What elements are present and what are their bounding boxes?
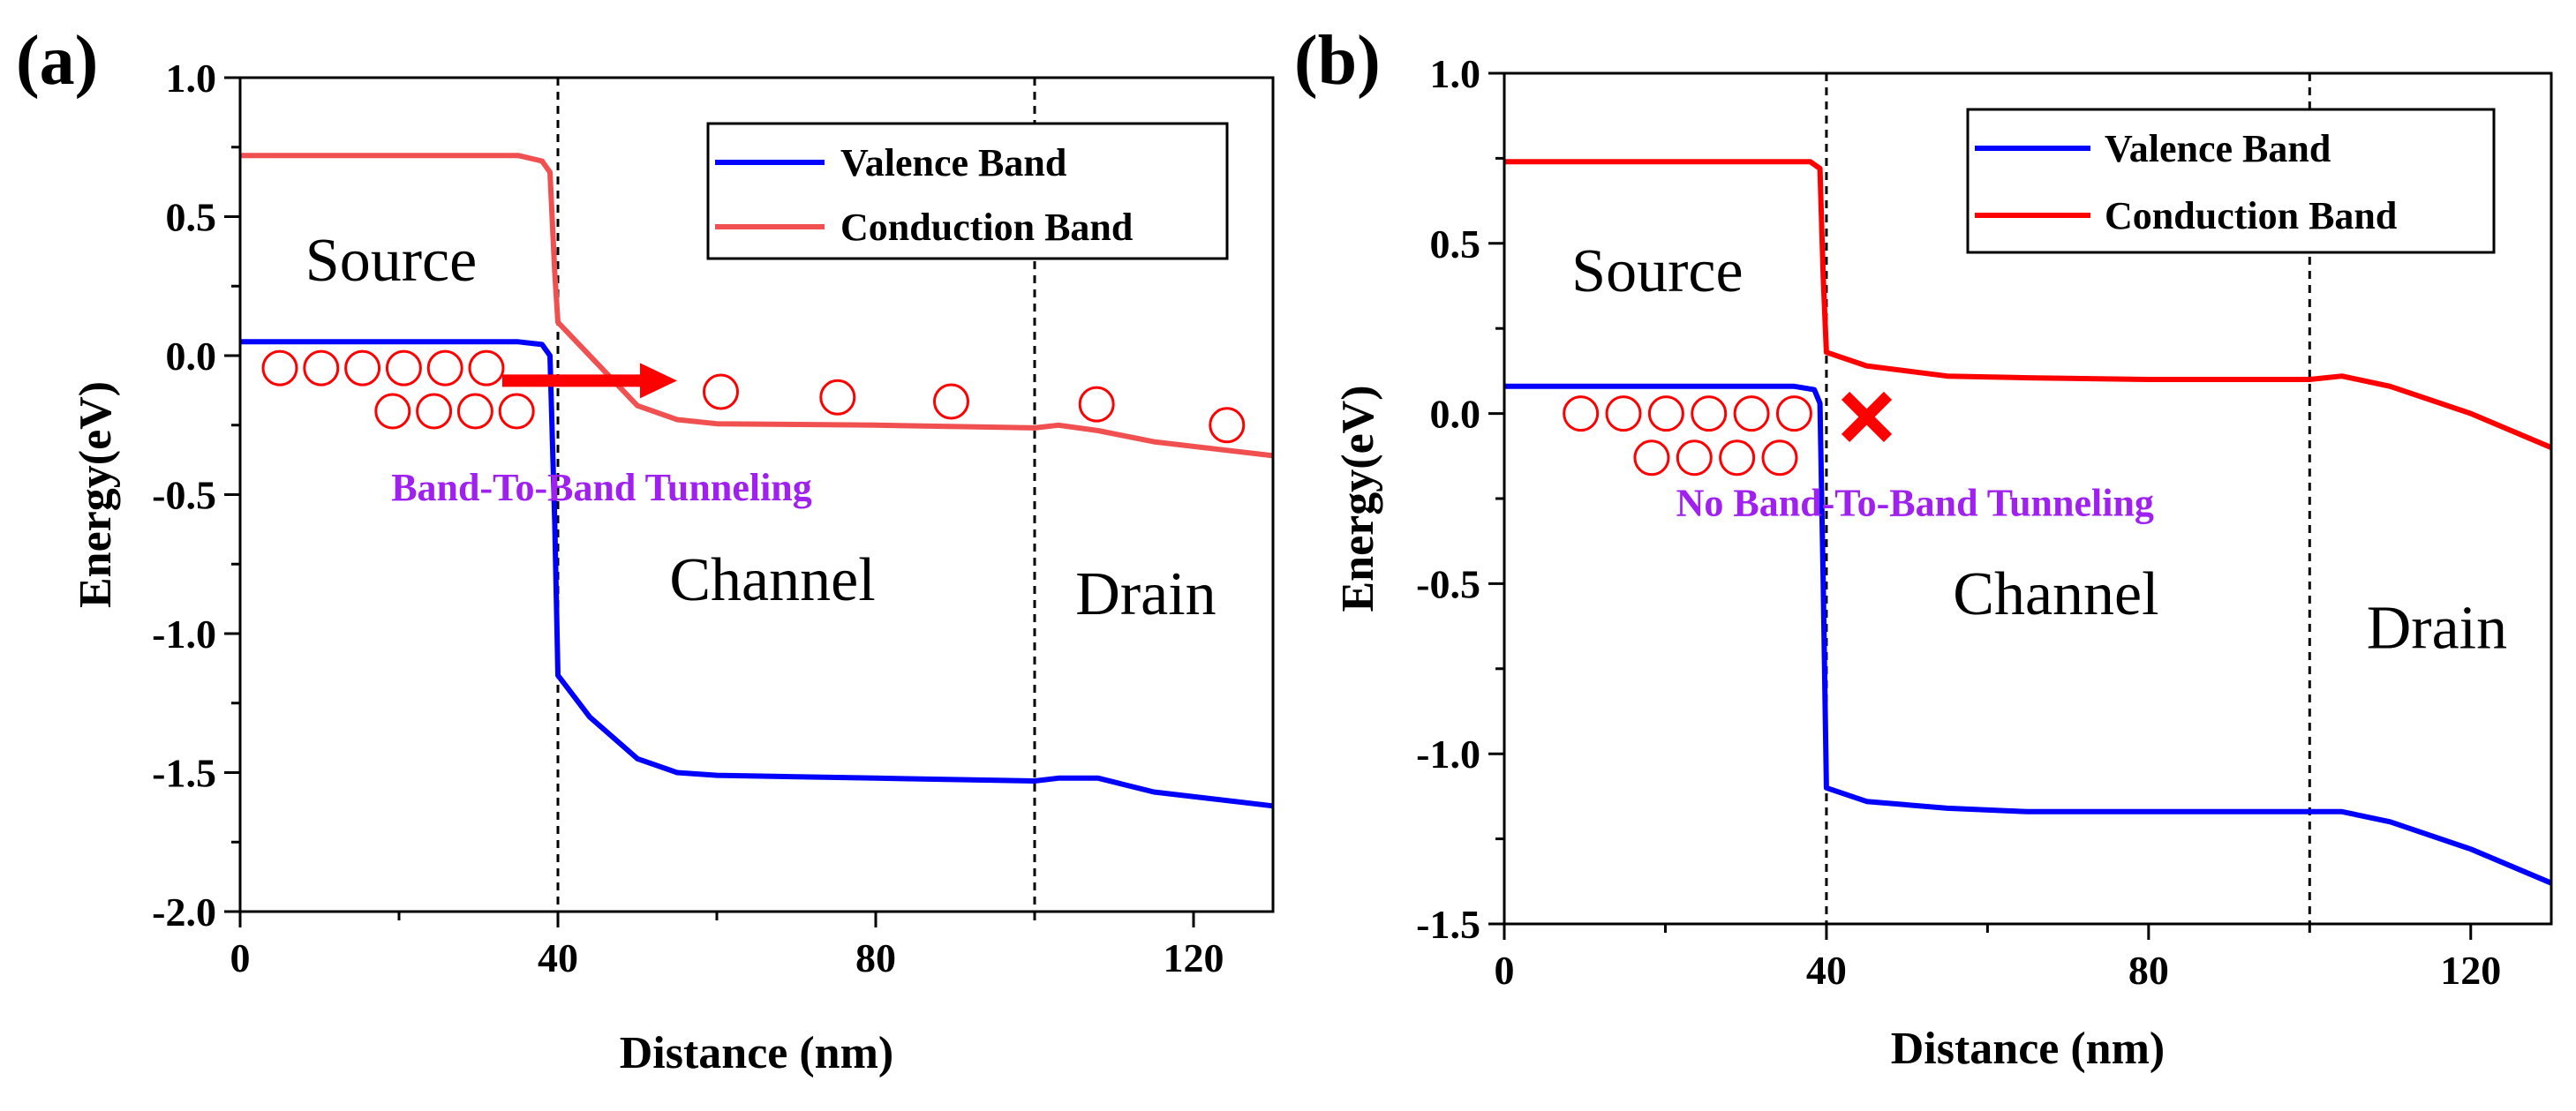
electron-circle: [703, 373, 739, 410]
electron-circle: [1563, 395, 1600, 432]
x-axis-title: Distance (nm): [620, 1028, 894, 1078]
electron-circle: [426, 349, 463, 387]
y-axis-tick-label: -0.5: [152, 473, 216, 518]
legend-box: [1966, 108, 2496, 254]
tunneling-annotation: Band-To-Band Tunneling: [391, 466, 812, 509]
y-axis-tick-label: 1.0: [166, 56, 217, 101]
x-axis-tick-label: 0: [1495, 948, 1515, 993]
legend-box: [706, 122, 1229, 260]
x-axis-title: Distance (nm): [1891, 1024, 2165, 1074]
electron-circle: [1209, 407, 1246, 444]
x-axis-tick-label: 80: [2128, 948, 2169, 993]
electron-circle: [1733, 395, 1770, 432]
conduction-band-curve: [240, 153, 1274, 459]
legend-entry-label: Conduction Band: [2105, 194, 2397, 237]
electron-circle: [1605, 395, 1642, 432]
y-axis-tick-label: -1.5: [1416, 902, 1480, 947]
legend-entry-label: Valence Band: [840, 141, 1066, 184]
panel-label: (b): [1294, 22, 1381, 100]
electron-circle: [498, 393, 535, 430]
electron-circle: [385, 349, 422, 387]
electron-circle: [1647, 395, 1684, 432]
legend-entry-label: Valence Band: [2105, 127, 2331, 170]
y-axis-tick-label: -0.5: [1416, 561, 1480, 606]
tunneling-annotation: No Band-To-Band Tunneling: [1676, 481, 2154, 524]
region-label-drain: Drain: [1075, 560, 1216, 628]
electron-circle: [261, 349, 298, 387]
y-axis-tick-label: 0.0: [166, 334, 217, 379]
electron-circle: [1691, 395, 1728, 432]
y-axis-tick-label: -1.0: [1416, 732, 1480, 777]
tunneling-arrow-head: [640, 363, 677, 399]
electron-circle: [1761, 439, 1798, 477]
y-axis-tick-label: 0.0: [1430, 392, 1481, 437]
x-axis-tick-label: 120: [2440, 948, 2501, 993]
x-axis-tick-label: 40: [538, 935, 578, 980]
x-axis-tick-label: 0: [230, 935, 251, 980]
electron-circle: [1676, 439, 1713, 477]
electron-circle: [1633, 439, 1670, 477]
region-label-channel: Channel: [669, 546, 875, 614]
valence-band-curve: [240, 339, 1274, 809]
electron-circle: [456, 393, 493, 430]
electron-circle: [416, 393, 453, 430]
conduction-band-curve: [1504, 159, 2553, 450]
y-axis-tick-label: 0.5: [166, 195, 217, 240]
y-axis-title: Energy(eV): [1333, 385, 1383, 612]
y-axis-title: Energy(eV): [71, 381, 121, 608]
y-axis-tick-label: 0.5: [1430, 221, 1481, 266]
panel-a-band-diagram: (a) Source Channel Drain Band-To-Band Tunnel…: [16, 22, 1275, 1078]
y-axis-tick-label: -1.5: [152, 751, 216, 796]
electron-circle: [468, 349, 505, 387]
electron-circle: [819, 379, 856, 416]
y-axis-tick-label: -1.0: [152, 612, 216, 657]
region-label-channel: Channel: [1953, 560, 2158, 628]
x-axis-tick-label: 40: [1806, 948, 1847, 993]
electron-circle: [374, 393, 411, 430]
x-axis-tick-label: 120: [1164, 935, 1224, 980]
valence-band-curve: [1504, 383, 2553, 886]
panel-b-band-diagram: (b) Source Channel Drain No Band-To-Band Tun…: [1294, 22, 2553, 1074]
blocked-cross-mark: [1841, 391, 1893, 443]
electron-circle: [933, 383, 969, 420]
electron-circle: [344, 349, 381, 387]
legend-entry-label: Conduction Band: [840, 206, 1133, 249]
region-label-drain: Drain: [2367, 595, 2507, 663]
x-axis-tick-label: 80: [855, 935, 896, 980]
region-label-source: Source: [305, 227, 477, 295]
panel-label: (a): [16, 22, 98, 100]
electron-circle: [303, 349, 340, 387]
electron-circle: [1078, 386, 1115, 423]
electron-circle: [1719, 439, 1756, 477]
y-axis-tick-label: -2.0: [152, 890, 216, 935]
region-label-source: Source: [1571, 237, 1743, 305]
y-axis-tick-label: 1.0: [1430, 51, 1481, 96]
electron-circle: [1775, 395, 1812, 432]
